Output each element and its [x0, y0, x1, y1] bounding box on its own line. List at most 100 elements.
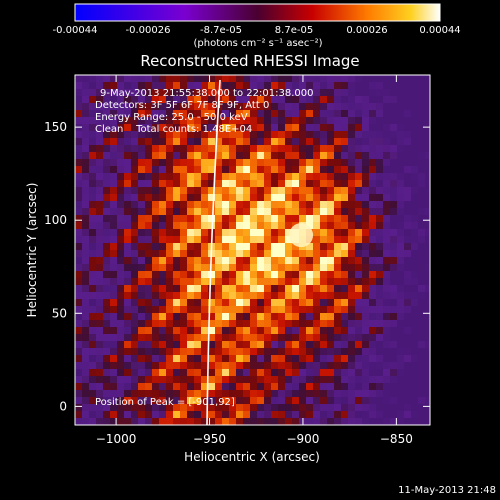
heatmap-cell [208, 383, 215, 390]
heatmap-cell [348, 173, 355, 180]
heatmap-cell [278, 327, 285, 334]
heatmap-cell [208, 299, 215, 306]
heatmap-cell [124, 376, 131, 383]
heatmap-cell [264, 334, 271, 341]
heatmap-cell [159, 194, 166, 201]
heatmap-cell [313, 243, 320, 250]
heatmap-cell [355, 96, 362, 103]
heatmap-cell [390, 152, 397, 159]
heatmap-cell [334, 264, 341, 271]
heatmap-cell [369, 131, 376, 138]
heatmap-cell [236, 299, 243, 306]
heatmap-cell [327, 180, 334, 187]
heatmap-cell [271, 243, 278, 250]
heatmap-cell [250, 334, 257, 341]
heatmap-cell [173, 383, 180, 390]
heatmap-cell [278, 89, 285, 96]
heatmap-cell [404, 257, 411, 264]
heatmap-cell [397, 411, 404, 418]
heatmap-cell [243, 334, 250, 341]
heatmap-cell [271, 124, 278, 131]
heatmap-cell [348, 194, 355, 201]
heatmap-cell [152, 257, 159, 264]
heatmap-cell [208, 173, 215, 180]
heatmap-cell [320, 362, 327, 369]
heatmap-cell [341, 383, 348, 390]
heatmap-cell [320, 131, 327, 138]
heatmap-cell [166, 103, 173, 110]
heatmap-cell [159, 166, 166, 173]
heatmap-cell [194, 292, 201, 299]
heatmap-cell [306, 320, 313, 327]
heatmap-cell [355, 138, 362, 145]
heatmap-cell [397, 124, 404, 131]
heatmap-cell [355, 257, 362, 264]
heatmap-cell [173, 222, 180, 229]
heatmap-cell [229, 117, 236, 124]
heatmap-cell [103, 327, 110, 334]
heatmap-cell [257, 187, 264, 194]
heatmap-cell [327, 124, 334, 131]
heatmap-cell [369, 383, 376, 390]
heatmap-cell [110, 243, 117, 250]
heatmap-cell [166, 89, 173, 96]
heatmap-cell [145, 201, 152, 208]
heatmap-cell [271, 152, 278, 159]
heatmap-cell [131, 285, 138, 292]
heatmap-cell [110, 397, 117, 404]
heatmap-cell [166, 236, 173, 243]
heatmap-cell [397, 327, 404, 334]
heatmap-cell [306, 278, 313, 285]
heatmap-cell [173, 397, 180, 404]
heatmap-cell [124, 229, 131, 236]
heatmap-cell [383, 271, 390, 278]
heatmap-cell [96, 208, 103, 215]
heatmap-cell [145, 383, 152, 390]
heatmap-cell [411, 159, 418, 166]
heatmap-cell [397, 89, 404, 96]
heatmap-cell [327, 229, 334, 236]
heatmap-cell [404, 404, 411, 411]
heatmap-cell [376, 117, 383, 124]
heatmap-cell [82, 201, 89, 208]
heatmap-cell [390, 145, 397, 152]
heatmap-cell [201, 229, 208, 236]
heatmap-cell [271, 285, 278, 292]
heatmap-cell [75, 257, 82, 264]
heatmap-cell [376, 243, 383, 250]
heatmap-cell [425, 145, 430, 152]
heatmap-cell [138, 383, 145, 390]
heatmap-cell [124, 327, 131, 334]
heatmap-cell [124, 355, 131, 362]
heatmap-cell [425, 257, 430, 264]
heatmap-cell [229, 250, 236, 257]
heatmap-cell [159, 110, 166, 117]
heatmap-cell [110, 110, 117, 117]
heatmap-cell [425, 397, 430, 404]
heatmap-cell [404, 96, 411, 103]
heatmap-cell [194, 299, 201, 306]
heatmap-cell [390, 271, 397, 278]
heatmap-cell [278, 369, 285, 376]
heatmap-cell [257, 131, 264, 138]
heatmap-cell [425, 250, 430, 257]
heatmap-cell [362, 334, 369, 341]
heatmap-cell [418, 376, 425, 383]
heatmap-cell [229, 89, 236, 96]
heatmap-cell [411, 383, 418, 390]
heatmap-cell [152, 194, 159, 201]
heatmap-cell [229, 306, 236, 313]
heatmap-cell [250, 96, 257, 103]
heatmap-cell [418, 103, 425, 110]
heatmap-cell [194, 180, 201, 187]
heatmap-cell [201, 250, 208, 257]
peak-hotspot [289, 223, 314, 248]
heatmap-cell [250, 292, 257, 299]
heatmap-cell [411, 187, 418, 194]
heatmap-cell [222, 369, 229, 376]
heatmap-cell [376, 285, 383, 292]
heatmap-cell [166, 138, 173, 145]
heatmap-cell [257, 124, 264, 131]
heatmap-cell [201, 187, 208, 194]
heatmap-cell [138, 362, 145, 369]
